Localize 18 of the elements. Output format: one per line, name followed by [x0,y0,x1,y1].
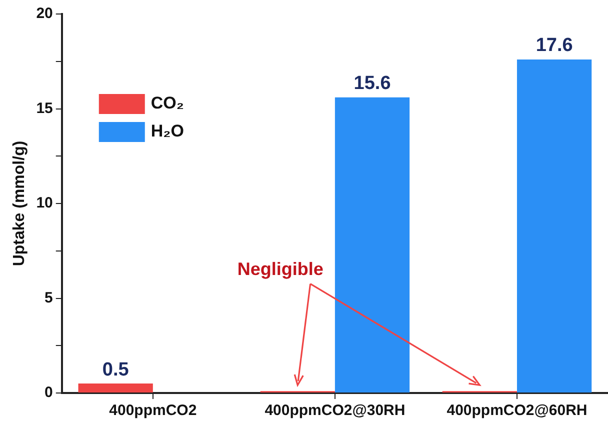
bar [334,97,410,392]
y-tick-label: 0 [44,384,53,402]
bar [516,59,592,392]
data-label: 0.5 [102,359,130,380]
y-tick-label: 20 [36,5,53,22]
bar [78,384,153,392]
y-axis-title: Uptake (mmol/g) [11,140,28,266]
data-label: 15.6 [354,73,391,94]
y-tick-label: 5 [44,289,53,306]
x-tick-label: 400ppmCO2 [109,402,197,420]
x-tick-label: 400ppmCO2@60RH [446,402,588,420]
y-tick-label: 15 [36,100,53,117]
annotation: Negligible [237,258,324,279]
legend-label: H₂O [150,122,184,141]
legend-label: CO₂ [150,94,184,113]
x-tick-label: 400ppmCO2@30RH [264,402,406,420]
data-label: 17.6 [536,35,573,56]
y-tick-label: 10 [36,194,53,212]
